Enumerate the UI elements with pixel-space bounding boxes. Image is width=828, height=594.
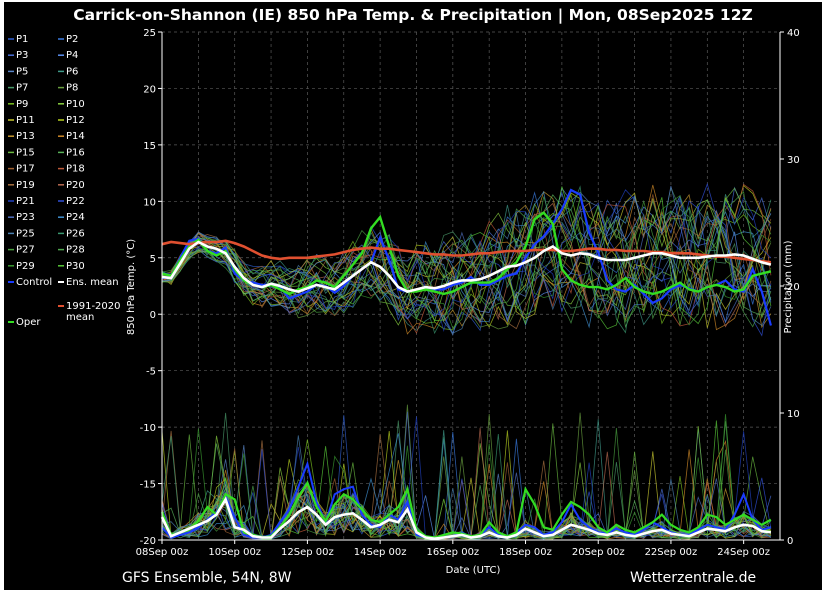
x-tick-label: 14Sep 00z [354, 547, 407, 558]
legend-entry: P12 [66, 115, 85, 126]
y-tick-label: -20 [140, 536, 156, 547]
ens-mean-temp-line [161, 240, 772, 293]
legend-entry: P7 [16, 83, 28, 94]
member-temp-line [161, 194, 772, 331]
legend-entry: P1 [16, 34, 28, 45]
legend-entry: P9 [16, 99, 28, 110]
y-tick-label: 5 [150, 254, 156, 265]
member-temp-line [161, 195, 772, 334]
legend-entry: P3 [16, 50, 28, 61]
legend-entry: P21 [16, 196, 35, 207]
model-info: GFS Ensemble, 54N, 8W [122, 570, 292, 586]
legend-entry: P25 [16, 228, 35, 239]
axes: 25 20 15 10 5 0 -5 -10 -15 -20 40 30 20 10 0 08Sep 00z 1… [136, 28, 800, 558]
y-tick-label: 0 [150, 310, 156, 321]
x-tick-label: 16Sep 00z [426, 547, 479, 558]
ensemble-chart: 25 20 15 10 5 0 -5 -10 -15 -20 40 30 20 10 0 08Sep 00z 1… [4, 2, 822, 590]
legend: P1 P2 P3 P4 P5 P6 P7 P8 P9 P10 P11 P12 P13 P14 P15 P16 P… [8, 34, 121, 328]
legend-entry: P19 [16, 180, 35, 191]
x-tick-label: 18Sep 00z [499, 547, 552, 558]
legend-entry: P14 [66, 131, 85, 142]
member-temp-line [161, 199, 772, 326]
legend-entry: P17 [16, 164, 35, 175]
legend-entry: P5 [16, 66, 28, 77]
main-series [160, 188, 772, 541]
member-temp-line [161, 190, 772, 326]
legend-entry: P2 [66, 34, 78, 45]
legend-entry: P28 [66, 245, 85, 256]
y-axis-label: 850 hPa Temp. (°C) [126, 239, 137, 335]
member-temp-line [161, 194, 772, 320]
chart-frame: 25 20 15 10 5 0 -5 -10 -15 -20 40 30 20 10 0 08Sep 00z 1… [4, 2, 822, 590]
legend-entry: P30 [66, 261, 85, 272]
legend-entry: P23 [16, 212, 35, 223]
site-credit: Wetterzentrale.de [630, 570, 757, 586]
member-precip-line [161, 420, 771, 540]
x-axis-label: Date (UTC) [446, 565, 501, 576]
y2-axis-label: Precipitation (mm) [783, 240, 794, 333]
ens-mean-precip-line [160, 496, 772, 541]
member-temp-line [161, 184, 772, 328]
legend-entry: P27 [16, 245, 35, 256]
member-temp-line [161, 186, 772, 330]
y-tick-label: 15 [143, 141, 156, 152]
x-tick-label: 12Sep 00z [281, 547, 334, 558]
legend-ens-mean: Ens. mean [66, 277, 119, 288]
legend-entry: P8 [66, 83, 78, 94]
y2-tick-label: 10 [787, 409, 800, 420]
legend-entry: P16 [66, 147, 85, 158]
clim-mean-line [161, 239, 772, 264]
y-tick-label: -5 [146, 367, 156, 378]
legend-entry: P20 [66, 180, 85, 191]
legend-entry: P26 [66, 228, 85, 239]
y-tick-label: -15 [140, 480, 156, 491]
y-tick-label: -10 [140, 423, 156, 434]
y-tick-label: 25 [143, 28, 156, 39]
legend-oper: Oper [16, 317, 41, 328]
y-tick-label: 10 [143, 197, 156, 208]
y2-tick-label: 40 [787, 28, 800, 39]
legend-entry: P4 [66, 50, 78, 61]
x-tick-label: 22Sep 00z [645, 547, 698, 558]
legend-entry: P11 [16, 115, 35, 126]
y2-tick-label: 20 [787, 282, 800, 293]
x-tick-label: 08Sep 00z [136, 547, 189, 558]
legend-control: Control [16, 277, 52, 288]
x-tick-label: 10Sep 00z [208, 547, 261, 558]
member-temp-line [161, 198, 772, 328]
legend-entry: P29 [16, 261, 35, 272]
member-temp-line [161, 195, 772, 329]
member-temp-line [161, 184, 772, 335]
legend-clim: 1991-2020 mean [66, 301, 121, 323]
y2-tick-label: 30 [787, 155, 800, 166]
legend-entry: P10 [66, 99, 85, 110]
legend-entry: P15 [16, 147, 35, 158]
legend-entry: P13 [16, 131, 35, 142]
x-tick-label: 20Sep 00z [572, 547, 625, 558]
legend-entry: P6 [66, 66, 78, 77]
chart-title: Carrick-on-Shannon (IE) 850 hPa Temp. & … [73, 6, 753, 24]
legend-entry: P18 [66, 164, 85, 175]
y-tick-label: 20 [143, 84, 156, 95]
x-tick-label: 24Sep 00z [717, 547, 770, 558]
y2-tick-label: 0 [787, 536, 793, 547]
member-temp-line [161, 182, 772, 337]
member-temp-line [161, 195, 771, 327]
member-temp-line [161, 187, 772, 325]
legend-entry: P22 [66, 196, 85, 207]
legend-entry: P24 [66, 212, 85, 223]
